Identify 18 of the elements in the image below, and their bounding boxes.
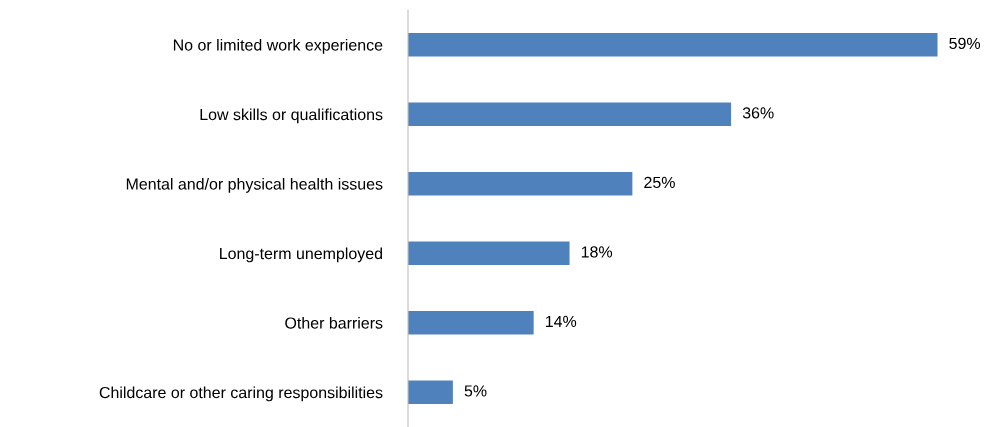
bar <box>408 380 453 405</box>
data-label: 59% <box>949 37 981 50</box>
y-tick-label: Other barriers <box>285 316 383 329</box>
y-tick-label: Childcare or other caring responsibilities <box>99 386 383 402</box>
y-tick-label: Long-term unemployed <box>220 247 382 263</box>
y-tick-label: No or limited work experience <box>173 38 383 54</box>
bar <box>408 241 570 266</box>
data-label: 18% <box>581 246 613 258</box>
bar <box>408 310 534 335</box>
data-label: 36% <box>742 107 774 119</box>
y-tick-label: Mental and/or physical health issues <box>126 177 383 193</box>
bar <box>408 32 938 57</box>
data-label: 25% <box>644 176 675 189</box>
y-tick-label: Low skills or qualifications <box>200 108 383 124</box>
bar <box>408 102 732 127</box>
bar <box>408 171 633 196</box>
data-label: 14% <box>545 315 577 327</box>
data-label: 5% <box>464 385 487 397</box>
